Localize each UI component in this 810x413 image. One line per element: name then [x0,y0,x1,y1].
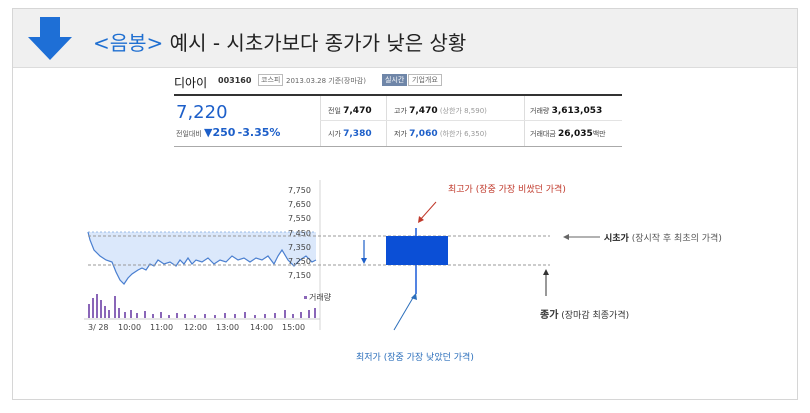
title-bar: <음봉> 예시 - 시초가보다 종가가 낮은 상황 [13,9,797,68]
volume-legend-swatch [304,296,307,299]
prev-close: 전일 7,470 [328,106,372,116]
change-percent: -3.35% [237,126,281,139]
quote-date: 2013.03.28 기준(장마감) [286,77,366,85]
change-value: 250 [212,126,236,139]
trade-amount: 거래대금 26,035백만 [530,129,606,139]
low-annotation: 최저가 (장중 가장 낮았던 가격) [356,353,474,363]
market-badge: 코스피 [258,74,284,86]
high-pointer [419,201,437,221]
company-overview-button[interactable]: 기업개요 [408,74,442,86]
y-tick: 7,250 [288,257,311,266]
divider [174,146,622,147]
volume-legend: 거래량 [309,292,332,302]
title-text: 예시 - 시초가보다 종가가 낮은 상황 [163,31,467,55]
y-tick: 7,650 [288,200,311,209]
divider [320,120,622,121]
high-price: 고가 7,470 (상한가 8,590) [394,106,487,116]
change-label: 전일대비 [176,130,202,138]
divider [386,96,387,146]
price-line [87,231,317,285]
close-annotation: 종가 (장마감 최종가격) [540,310,630,321]
y-tick: 7,450 [288,229,311,238]
low-price: 저가 7,060 (하한가 6,350) [394,129,487,139]
candle-body [386,236,448,265]
y-tick: 7,750 [288,186,311,195]
arrow-head [411,293,417,300]
divider [320,96,321,146]
x-tick: 14:00 [250,323,273,332]
x-tick: 15:00 [282,323,305,332]
x-tick: 12:00 [184,323,207,332]
price-change: 전일대비 ▼250 -3.35% [176,126,280,139]
price-area [88,232,316,284]
y-tick: 7,550 [288,214,311,223]
volume-bars [88,294,316,318]
open-annotation: 시초가 (장시작 후 최초의 가격) [604,234,722,244]
stock-name: 디아이 [174,76,208,90]
divider [524,96,525,146]
page-title: <음봉> 예시 - 시초가보다 종가가 낮은 상황 [93,27,466,56]
divider [174,94,622,96]
down-arrow-icon [28,17,72,60]
open-arrow [563,234,600,240]
x-tick: 10:00 [118,323,141,332]
x-tick: 3/ 28 [88,323,109,332]
y-tick: 7,350 [288,243,311,252]
realtime-button[interactable]: 실시간 [382,74,408,86]
arrow-head [361,258,367,264]
stock-code: 003160 [218,76,252,85]
arrow-head [543,269,549,275]
stock-info-panel: 디아이 003160 코스피 2013.03.28 기준(장마감) 실시간 기업… [170,68,622,154]
volume: 거래량 3,613,053 [530,106,603,116]
open-price: 시가 7,380 [328,129,372,139]
arrow-head [418,216,424,223]
x-tick: 13:00 [216,323,239,332]
current-price: 7,220 [176,102,228,123]
high-annotation: 최고가 (장중 가장 비쌌던 가격) [448,185,566,195]
title-highlight: <음봉> [93,31,164,55]
intraday-chart: 거래량 7,750 7,650 7,550 7,450 7,350 7,250 … [84,180,550,332]
low-pointer [393,295,415,331]
x-tick: 11:00 [150,323,173,332]
y-tick: 7,150 [288,271,311,280]
down-triangle-icon: ▼ [204,126,213,139]
